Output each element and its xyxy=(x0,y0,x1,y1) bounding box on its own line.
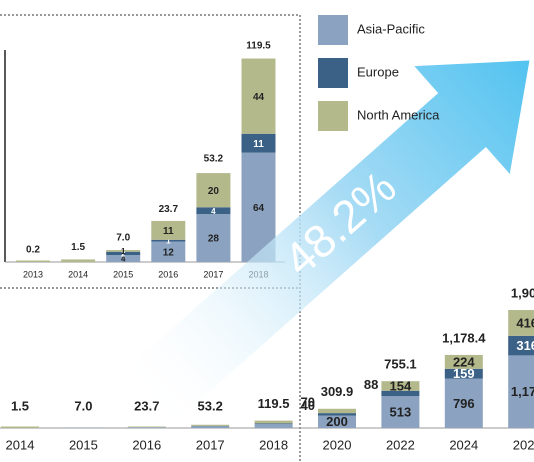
value-label: 11 xyxy=(253,139,264,150)
bar-segment xyxy=(318,413,356,416)
value-label: 316 xyxy=(516,338,534,353)
value-label: 11 xyxy=(163,226,174,237)
bar-segment xyxy=(191,424,230,427)
bar-segment xyxy=(127,426,166,428)
bar-segment xyxy=(254,424,293,428)
legend-label: North America xyxy=(357,107,440,122)
total-label: 119.5 xyxy=(246,40,271,51)
x-tick-label: 2017 xyxy=(196,437,225,452)
value-label: 159 xyxy=(453,366,475,381)
bar-segment xyxy=(444,354,483,369)
bar-total xyxy=(16,260,50,262)
value-label: 64 xyxy=(253,203,265,214)
bar-segment xyxy=(106,255,141,262)
total-label: 0.2 xyxy=(26,244,40,255)
legend-swatch xyxy=(318,58,348,88)
x-tick-label: 2013 xyxy=(23,269,43,279)
value-label: 1 xyxy=(166,237,171,246)
bar-segment xyxy=(508,355,534,428)
value-label: 2 xyxy=(121,250,126,259)
arrow-shape xyxy=(116,60,530,432)
bar-segment xyxy=(381,390,420,397)
value-label: 1,171 xyxy=(511,384,534,399)
total-label: 755.1 xyxy=(384,357,417,372)
bar-segment xyxy=(444,378,483,428)
total-label: 7.0 xyxy=(74,398,92,413)
bar-segment xyxy=(106,251,141,256)
value-label: 88 xyxy=(364,377,378,392)
legend-label: Europe xyxy=(357,64,399,79)
bar-segment xyxy=(151,220,186,240)
total-label: 23.7 xyxy=(159,204,179,215)
total-label: 1,903 xyxy=(511,285,534,300)
bar-total xyxy=(1,426,39,428)
bar-segment xyxy=(508,335,534,356)
bar-segment xyxy=(381,381,420,391)
bar-segment xyxy=(196,207,231,215)
bar-segment xyxy=(254,423,293,425)
x-tick-label: 2016 xyxy=(132,437,161,452)
x-tick-label: 2015 xyxy=(113,269,133,279)
legend-swatch xyxy=(318,101,348,131)
bar-segment xyxy=(318,415,356,428)
value-label: 200 xyxy=(326,414,348,429)
total-label: 1,178.4 xyxy=(442,330,486,345)
bar-segment xyxy=(241,58,276,134)
bar-segment xyxy=(106,250,141,252)
x-tick-label: 2017 xyxy=(203,269,223,279)
x-tick-label: 2016 xyxy=(158,269,178,279)
bar-segment xyxy=(196,214,231,262)
bar-segment xyxy=(381,396,420,428)
value-label: 70 xyxy=(301,394,315,409)
bar-segment xyxy=(508,310,534,336)
total-label: 53.2 xyxy=(198,398,223,413)
bar-segment xyxy=(196,173,231,208)
value-label: 416 xyxy=(516,315,534,330)
value-label: 4 xyxy=(121,255,126,264)
value-label: 40 xyxy=(301,398,315,413)
total-label: 1.5 xyxy=(11,398,29,413)
value-label: 4 xyxy=(211,207,216,216)
x-tick-label: 2014 xyxy=(68,269,88,279)
bar-segment xyxy=(444,368,483,379)
bar-segment xyxy=(151,239,186,242)
value-label: 1 xyxy=(121,247,126,256)
bar-segment xyxy=(318,408,356,414)
value-label: 44 xyxy=(253,92,265,103)
x-tick-label: 2018 xyxy=(259,437,288,452)
value-label: 28 xyxy=(208,234,220,245)
value-label: 20 xyxy=(208,186,220,197)
total-label: 119.5 xyxy=(258,396,290,411)
bar-segment xyxy=(151,241,186,262)
total-label: 309.9 xyxy=(321,384,354,399)
total-label: 53.2 xyxy=(204,154,224,165)
total-label: 1.5 xyxy=(71,242,85,253)
value-label: 12 xyxy=(163,247,175,258)
legend: Asia-Pacific Europe North America xyxy=(318,15,440,131)
bar-total xyxy=(61,259,96,262)
legend-label: Asia-Pacific xyxy=(357,21,425,36)
value-label: 154 xyxy=(390,378,412,393)
value-label: 513 xyxy=(390,405,412,420)
bar-segment xyxy=(241,133,276,153)
value-label: 796 xyxy=(453,396,475,411)
x-tick-label: 2014 xyxy=(6,437,35,452)
x-tick-label: 2024 xyxy=(449,437,478,452)
x-tick-label: 2022 xyxy=(386,437,415,452)
bar-segment xyxy=(127,427,166,428)
x-tick-label: 2026 xyxy=(513,437,534,452)
bar-segment xyxy=(254,420,293,424)
legend-swatch xyxy=(318,15,348,45)
value-label: 224 xyxy=(453,354,475,369)
total-label: 7.0 xyxy=(116,233,130,244)
bar-segment xyxy=(191,426,230,428)
x-tick-label: 2015 xyxy=(69,437,98,452)
x-tick-label: 2020 xyxy=(323,437,352,452)
